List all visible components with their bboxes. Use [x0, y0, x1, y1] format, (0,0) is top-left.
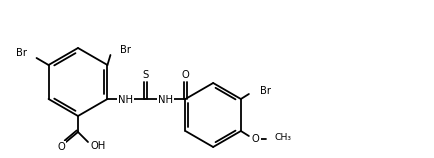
Text: Br: Br: [16, 48, 26, 58]
Text: O: O: [252, 134, 260, 144]
Text: NH: NH: [158, 95, 173, 105]
Text: O: O: [57, 142, 65, 152]
Text: O: O: [181, 70, 189, 80]
Text: CH₃: CH₃: [275, 134, 292, 143]
Text: S: S: [142, 70, 148, 80]
Text: Br: Br: [260, 86, 271, 96]
Text: Br: Br: [121, 45, 132, 55]
Text: OH: OH: [90, 141, 105, 151]
Text: NH: NH: [118, 95, 133, 105]
